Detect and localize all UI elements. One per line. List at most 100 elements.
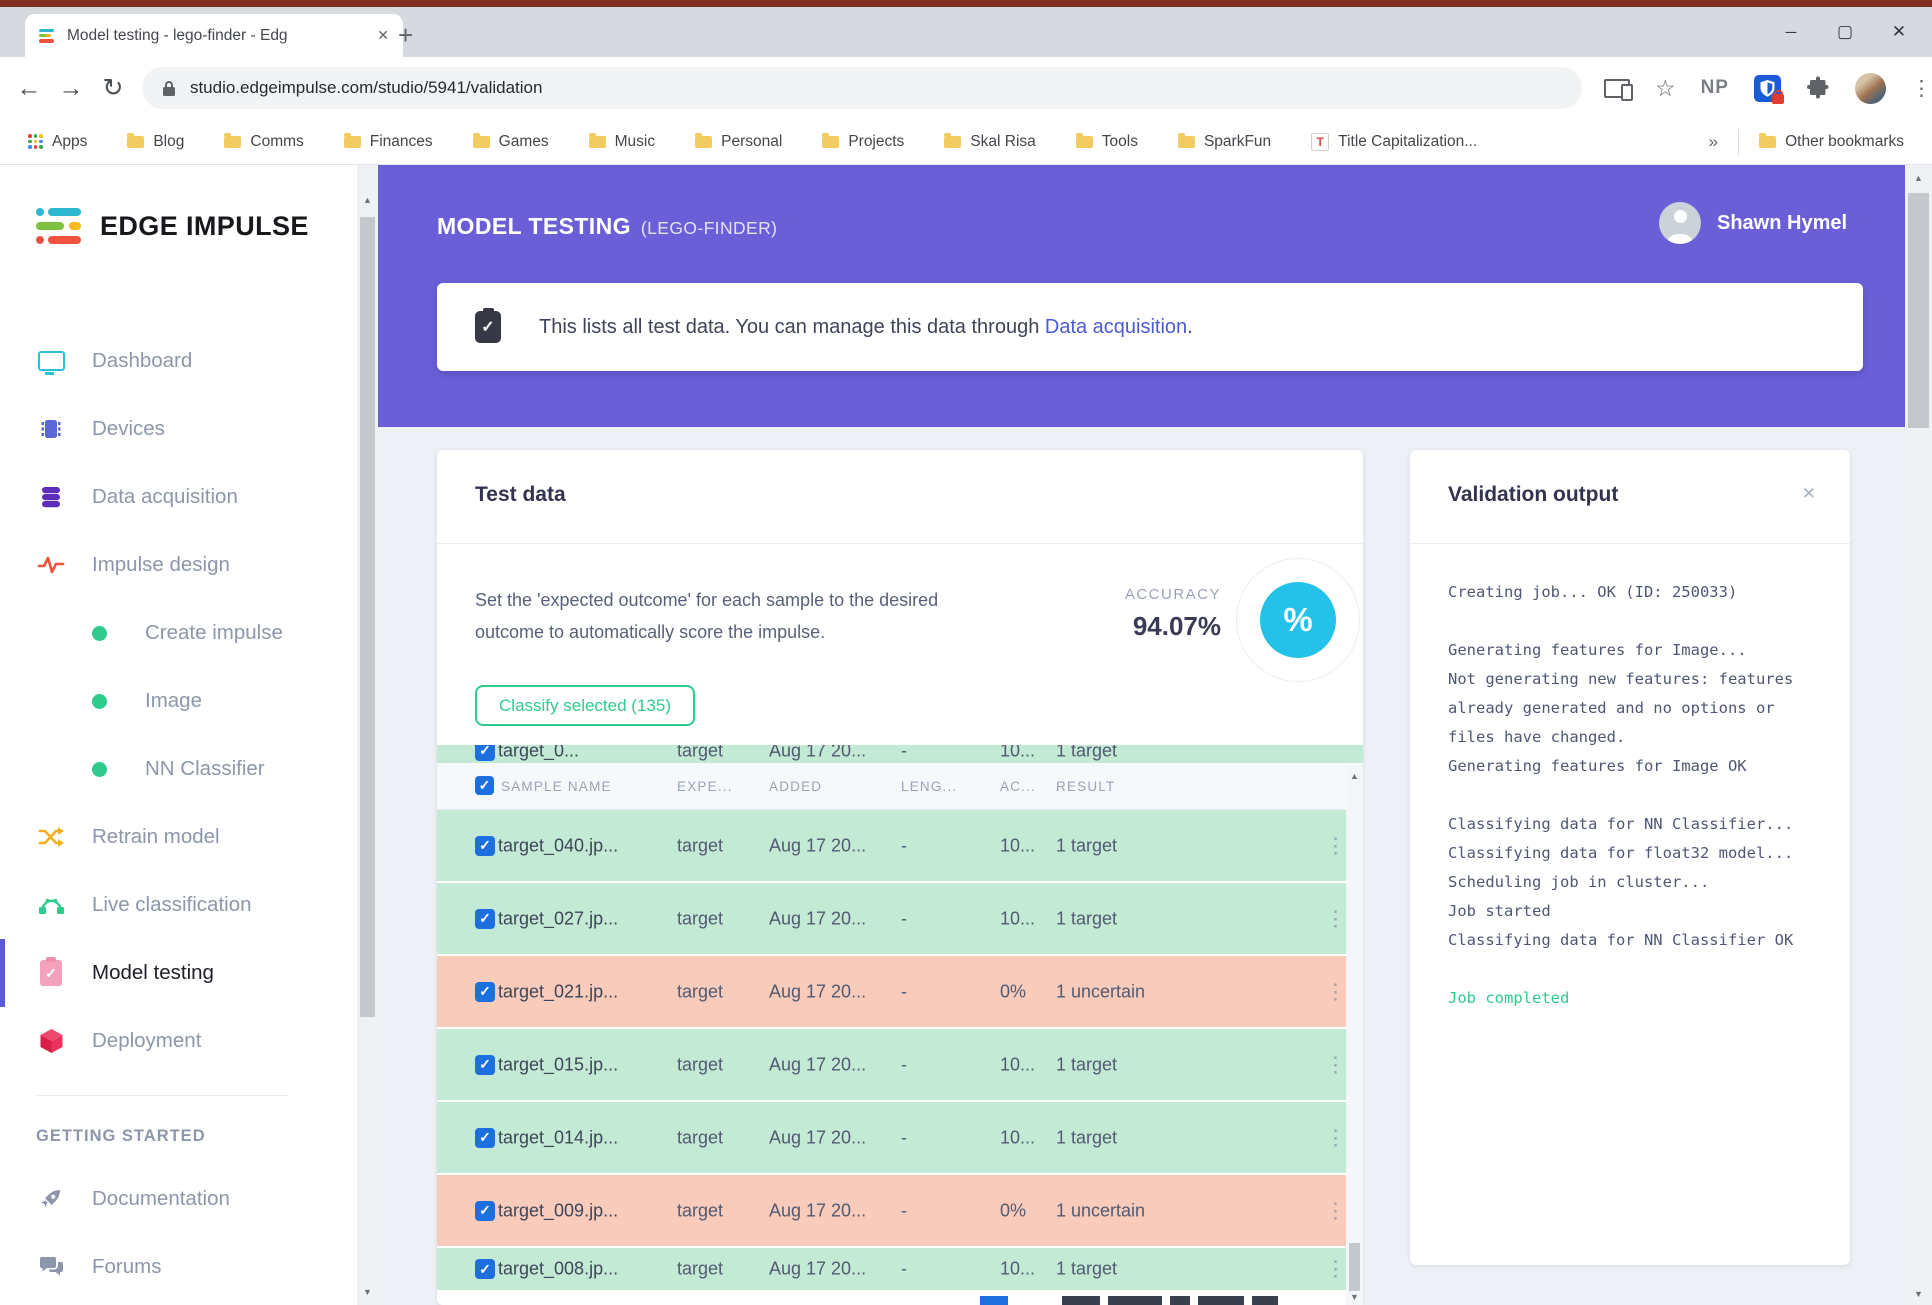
bookmark-tools[interactable]: Tools <box>1075 132 1138 151</box>
table-row[interactable]: target_009.jp... target Aug 17 20... - 0… <box>437 1175 1363 1248</box>
scroll-up-icon[interactable]: ▲ <box>1914 173 1923 183</box>
bookmark-skal-risa[interactable]: Skal Risa <box>944 132 1036 151</box>
user-menu[interactable]: Shawn Hymel <box>1659 202 1847 244</box>
np-extension-icon[interactable]: NP <box>1700 77 1729 98</box>
column-added[interactable]: ADDED <box>769 779 823 794</box>
minimize-icon[interactable]: ─ <box>1785 23 1797 41</box>
browser-scrollbar[interactable]: ▲ ▼ <box>1905 165 1932 1305</box>
sidebar-item-create-impulse[interactable]: Create impulse <box>0 599 357 667</box>
row-checkbox[interactable] <box>475 981 495 1002</box>
new-tab-button[interactable]: + <box>398 20 414 50</box>
table-row[interactable]: target_021.jp... target Aug 17 20... - 0… <box>437 956 1363 1029</box>
accuracy-value: 94.07% <box>1132 611 1221 641</box>
scroll-down-icon[interactable]: ▼ <box>363 1287 372 1297</box>
sidebar-item-live-classification[interactable]: Live classification <box>0 871 357 939</box>
clipped-content-fragment <box>970 1296 1280 1305</box>
column-result[interactable]: RESULT <box>1056 779 1116 794</box>
sidebar-item-image[interactable]: Image <box>0 667 357 735</box>
row-menu-kebab-icon[interactable] <box>1325 906 1346 931</box>
row-checkbox[interactable] <box>475 908 495 929</box>
row-menu-kebab-icon[interactable] <box>1325 979 1346 1004</box>
scroll-down-icon[interactable]: ▼ <box>1350 1292 1359 1302</box>
length-value: - <box>901 981 907 1001</box>
table-row[interactable]: target_040.jp... target Aug 17 20... - 1… <box>437 810 1363 883</box>
sidebar-item-deployment[interactable]: Deployment <box>0 1007 357 1075</box>
bookmark-title-capitalization[interactable]: T Title Capitalization... <box>1311 132 1477 151</box>
table-scrollbar[interactable]: ▲ ▼ <box>1346 763 1363 1305</box>
database-icon <box>36 484 66 510</box>
sidebar-item-impulse-design[interactable]: Impulse design <box>0 531 357 599</box>
maximize-icon[interactable]: ▢ <box>1836 22 1854 41</box>
reload-icon[interactable]: ↻ <box>102 74 124 102</box>
row-checkbox[interactable] <box>475 835 495 856</box>
bookmark-blog[interactable]: Blog <box>127 132 184 151</box>
scroll-up-icon[interactable]: ▲ <box>1350 771 1359 781</box>
bookmark-sparkfun[interactable]: SparkFun <box>1177 132 1271 151</box>
bookmarks-overflow-icon[interactable]: » <box>1708 131 1719 151</box>
row-checkbox[interactable] <box>475 1200 495 1221</box>
sidebar-item-data-acquisition[interactable]: Data acquisition <box>0 463 357 531</box>
table-row[interactable]: target_014.jp... target Aug 17 20... - 1… <box>437 1102 1363 1175</box>
sidebar-item-nn-classifier[interactable]: NN Classifier <box>0 735 357 803</box>
bookmark-music[interactable]: Music <box>588 132 655 151</box>
browser-menu-kebab-icon[interactable]: ⋮ <box>1910 76 1932 100</box>
scroll-up-icon[interactable]: ▲ <box>363 195 372 205</box>
bookmark-apps[interactable]: Apps <box>28 133 87 151</box>
scroll-down-icon[interactable]: ▼ <box>1914 1289 1923 1299</box>
row-menu-kebab-icon[interactable] <box>1325 1125 1346 1150</box>
devices-cast-icon[interactable] <box>1603 78 1633 101</box>
page-scrollbar[interactable]: ▲ ▼ <box>357 165 378 1305</box>
browser-tab[interactable]: Model testing - lego-finder - Edg ✕ <box>25 14 403 57</box>
forward-icon[interactable]: → <box>58 73 84 102</box>
row-menu-kebab-icon[interactable] <box>1325 833 1346 858</box>
column-length[interactable]: LENG... <box>901 779 958 794</box>
select-all-checkbox[interactable] <box>475 776 494 795</box>
scrollbar-thumb[interactable] <box>1349 1243 1360 1291</box>
result-cell: 1 target <box>1056 908 1118 928</box>
row-menu-kebab-icon[interactable] <box>1325 1257 1346 1282</box>
bookmark-projects[interactable]: Projects <box>822 132 904 151</box>
table-row[interactable]: target_027.jp... target Aug 17 20... - 1… <box>437 883 1363 956</box>
edge-impulse-logo[interactable]: EDGE IMPULSE <box>36 207 309 245</box>
back-icon[interactable]: ← <box>16 73 42 102</box>
sidebar-item-documentation[interactable]: Documentation <box>0 1165 357 1233</box>
classify-selected-button[interactable]: Classify selected (135) <box>475 685 695 726</box>
folder-icon <box>1075 132 1093 148</box>
user-avatar[interactable] <box>1659 202 1701 244</box>
scrollbar-thumb[interactable] <box>1908 193 1929 428</box>
row-menu-kebab-icon[interactable] <box>1325 1198 1346 1223</box>
sidebar-item-dashboard[interactable]: Dashboard <box>0 327 357 395</box>
bookmark-finances[interactable]: Finances <box>343 132 433 151</box>
row-menu-kebab-icon[interactable] <box>1325 1052 1346 1077</box>
sidebar-item-retrain-model[interactable]: Retrain model <box>0 803 357 871</box>
sample-name: target_009.jp... <box>498 1200 619 1220</box>
column-expected[interactable]: EXPE... <box>677 779 733 794</box>
close-icon[interactable]: ✕ <box>1891 22 1907 41</box>
close-panel-icon[interactable]: ✕ <box>1801 484 1816 503</box>
column-accuracy[interactable]: AC... <box>1000 779 1037 794</box>
accuracy-label: ACCURACY <box>1124 586 1221 603</box>
tab-close-icon[interactable]: ✕ <box>377 27 389 43</box>
sidebar-item-forums[interactable]: Forums <box>0 1233 357 1301</box>
browser-profile-avatar[interactable] <box>1854 72 1886 104</box>
table-row[interactable]: target_008.jp... target Aug 17 20... - 1… <box>437 1248 1363 1292</box>
row-checkbox[interactable] <box>475 1054 495 1075</box>
row-checkbox[interactable] <box>475 1127 495 1148</box>
row-checkbox[interactable] <box>475 1259 495 1279</box>
column-sample-name[interactable]: SAMPLE NAME <box>501 779 612 794</box>
bookmark-personal[interactable]: Personal <box>695 132 782 151</box>
url-bar[interactable]: studio.edgeimpulse.com/studio/5941/valid… <box>141 67 1582 109</box>
expected-label: target <box>677 1054 724 1074</box>
scrollbar-thumb[interactable] <box>360 217 375 1017</box>
sidebar-item-model-testing[interactable]: Model testing <box>0 939 357 1007</box>
data-acquisition-link[interactable]: Data acquisition <box>1044 315 1188 338</box>
sidebar-item-devices[interactable]: Devices <box>0 395 357 463</box>
bookmark-games[interactable]: Games <box>472 132 549 151</box>
table-row[interactable]: target_015.jp... target Aug 17 20... - 1… <box>437 1029 1363 1102</box>
other-bookmarks[interactable]: Other bookmarks <box>1759 132 1904 151</box>
bookmark-comms[interactable]: Comms <box>224 132 304 151</box>
accuracy-cell: 0% <box>1000 1200 1027 1220</box>
bitwarden-icon[interactable] <box>1753 74 1784 104</box>
bookmark-star-icon[interactable]: ☆ <box>1654 74 1676 101</box>
extensions-puzzle-icon[interactable] <box>1806 76 1830 100</box>
